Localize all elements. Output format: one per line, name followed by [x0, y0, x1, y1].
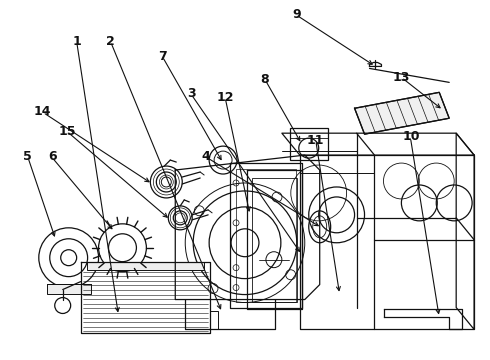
Bar	[252, 178, 297, 302]
Text: 10: 10	[402, 130, 420, 144]
Bar	[236, 169, 296, 302]
Text: 13: 13	[392, 71, 410, 84]
Text: 7: 7	[158, 50, 167, 63]
Polygon shape	[355, 92, 449, 134]
Text: 8: 8	[260, 73, 269, 86]
Text: 6: 6	[48, 150, 56, 163]
Text: 14: 14	[34, 105, 51, 118]
Text: 15: 15	[58, 125, 75, 138]
Text: 4: 4	[201, 150, 210, 163]
Bar	[47, 284, 91, 293]
Text: 9: 9	[292, 8, 300, 21]
Bar	[210, 311, 218, 329]
Text: 1: 1	[72, 35, 81, 49]
Text: 12: 12	[217, 91, 234, 104]
Bar	[290, 128, 328, 160]
Text: 3: 3	[187, 87, 196, 100]
Text: 5: 5	[24, 150, 32, 163]
Text: 11: 11	[307, 134, 324, 147]
Bar	[87, 262, 204, 270]
Text: 2: 2	[106, 35, 115, 49]
